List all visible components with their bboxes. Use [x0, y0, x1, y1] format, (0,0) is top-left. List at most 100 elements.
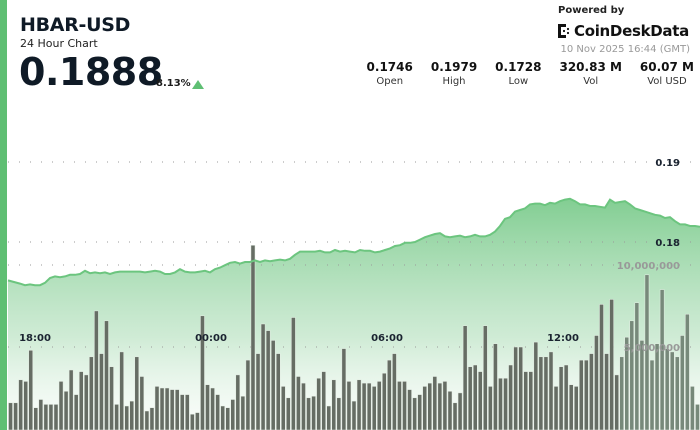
volume-bar [260, 323, 266, 430]
volume-bar [245, 359, 251, 430]
axis-labels: 18:00 00:00 06:00 12:00 0.18 0.19 5,000,000 10,… [19, 158, 680, 354]
volume-bar [63, 391, 69, 430]
volume-bar [235, 374, 241, 430]
pair-title: HBAR-USD [20, 14, 131, 36]
volume-bar [321, 371, 326, 430]
up-arrow-icon [192, 80, 204, 89]
volume-bar [619, 356, 624, 430]
volume-bar [73, 394, 79, 430]
stat-value: 0.1979 [430, 60, 478, 74]
volume-bar [139, 376, 145, 430]
volume-bar [104, 320, 109, 430]
volume-tick-label: 5,000,000 [624, 343, 680, 354]
volume-bar [467, 366, 473, 430]
stat-high: 0.1979 High [431, 60, 477, 87]
volume-bar [513, 346, 518, 430]
volume-bar [674, 356, 680, 430]
stat-value: 0.1728 [495, 60, 542, 74]
y-tick-label: 0.18 [655, 238, 680, 249]
volume-bar [664, 348, 670, 430]
chart-subtitle: 24 Hour Chart [20, 37, 98, 50]
volume-bar [89, 356, 94, 430]
volume-bar [8, 402, 13, 430]
volume-bar [402, 381, 407, 430]
volume-bar [250, 245, 256, 430]
volume-bar [265, 330, 271, 430]
volume-tick-label: 10,000,000 [617, 261, 680, 272]
volume-bar [230, 399, 236, 430]
volume-bar [129, 400, 135, 430]
volume-bar [498, 377, 503, 430]
stat-vol: 320.83 M Vol [559, 60, 621, 87]
coindesk-data-logo[interactable]: CoinDeskData [557, 22, 689, 40]
volume-bar [154, 386, 160, 430]
volume-bar [215, 394, 220, 430]
volume-bar [225, 407, 230, 430]
volume-bar [382, 372, 387, 430]
volume-bar [84, 374, 89, 430]
volume-bar [286, 397, 291, 430]
volume-bar [361, 382, 367, 430]
volume-bar [447, 391, 453, 430]
volume-bar [690, 386, 695, 430]
volume-bar [462, 325, 468, 430]
stat-vol-usd: 60.07 M Vol USD [640, 60, 694, 87]
volume-bar [417, 394, 422, 430]
volume-bar [387, 359, 392, 430]
volume-bar [114, 404, 119, 430]
volume-bar [412, 397, 417, 430]
volume-bar [311, 395, 316, 430]
volume-bar [553, 386, 559, 430]
volume-bar [695, 404, 700, 430]
y-tick-label: 0.19 [655, 158, 680, 169]
volume-bar [508, 364, 513, 430]
volume-bar [659, 289, 665, 430]
volume-bar [23, 381, 28, 430]
volume-bar [376, 381, 382, 430]
volume-bar [568, 384, 574, 430]
volume-bar [685, 313, 690, 430]
volume-bar [18, 379, 23, 430]
volume-bar [316, 377, 321, 430]
volume-bar [68, 369, 74, 430]
volume-bar [680, 335, 685, 430]
volume-bar [442, 381, 448, 430]
volume-bar [579, 359, 584, 430]
volume-bar [518, 346, 523, 430]
volume-bar [190, 413, 195, 430]
volume-bar [538, 356, 544, 430]
volume-bar [240, 395, 246, 430]
stat-label: Vol [583, 76, 599, 87]
volume-bar [306, 397, 311, 430]
volume-bar [144, 410, 150, 430]
stat-value: 320.83 M [559, 60, 622, 74]
volume-bar [422, 386, 427, 430]
volume-bar [589, 353, 594, 430]
volume-bar [28, 350, 34, 430]
volume-bar [281, 386, 286, 430]
stat-value: 0.1746 [366, 60, 413, 74]
change-percent: 8.13% [156, 78, 191, 89]
volume-bar [528, 371, 534, 430]
volume-bars [8, 245, 700, 430]
stat-label: Vol USD [647, 76, 687, 87]
volume-bar [159, 387, 165, 430]
volume-bar [624, 336, 630, 430]
stat-value: 60.07 M [639, 60, 694, 74]
volume-bar [205, 384, 210, 430]
volume-bar [94, 310, 99, 430]
volume-bar [599, 304, 604, 430]
volume-bar [13, 402, 18, 430]
volume-bar [493, 343, 498, 430]
volume-bar [397, 381, 402, 430]
volume-bar [275, 353, 281, 430]
volume-bar [255, 353, 261, 430]
volume-bar [437, 382, 443, 430]
volume-bar [669, 351, 675, 430]
stats-row: 0.1746 Open 0.1979 High 0.1728 Low 320.8… [349, 60, 694, 87]
volume-bar [629, 320, 635, 430]
volume-bar [58, 381, 64, 430]
volume-bar [124, 405, 129, 430]
x-tick-label: 18:00 [19, 333, 51, 344]
